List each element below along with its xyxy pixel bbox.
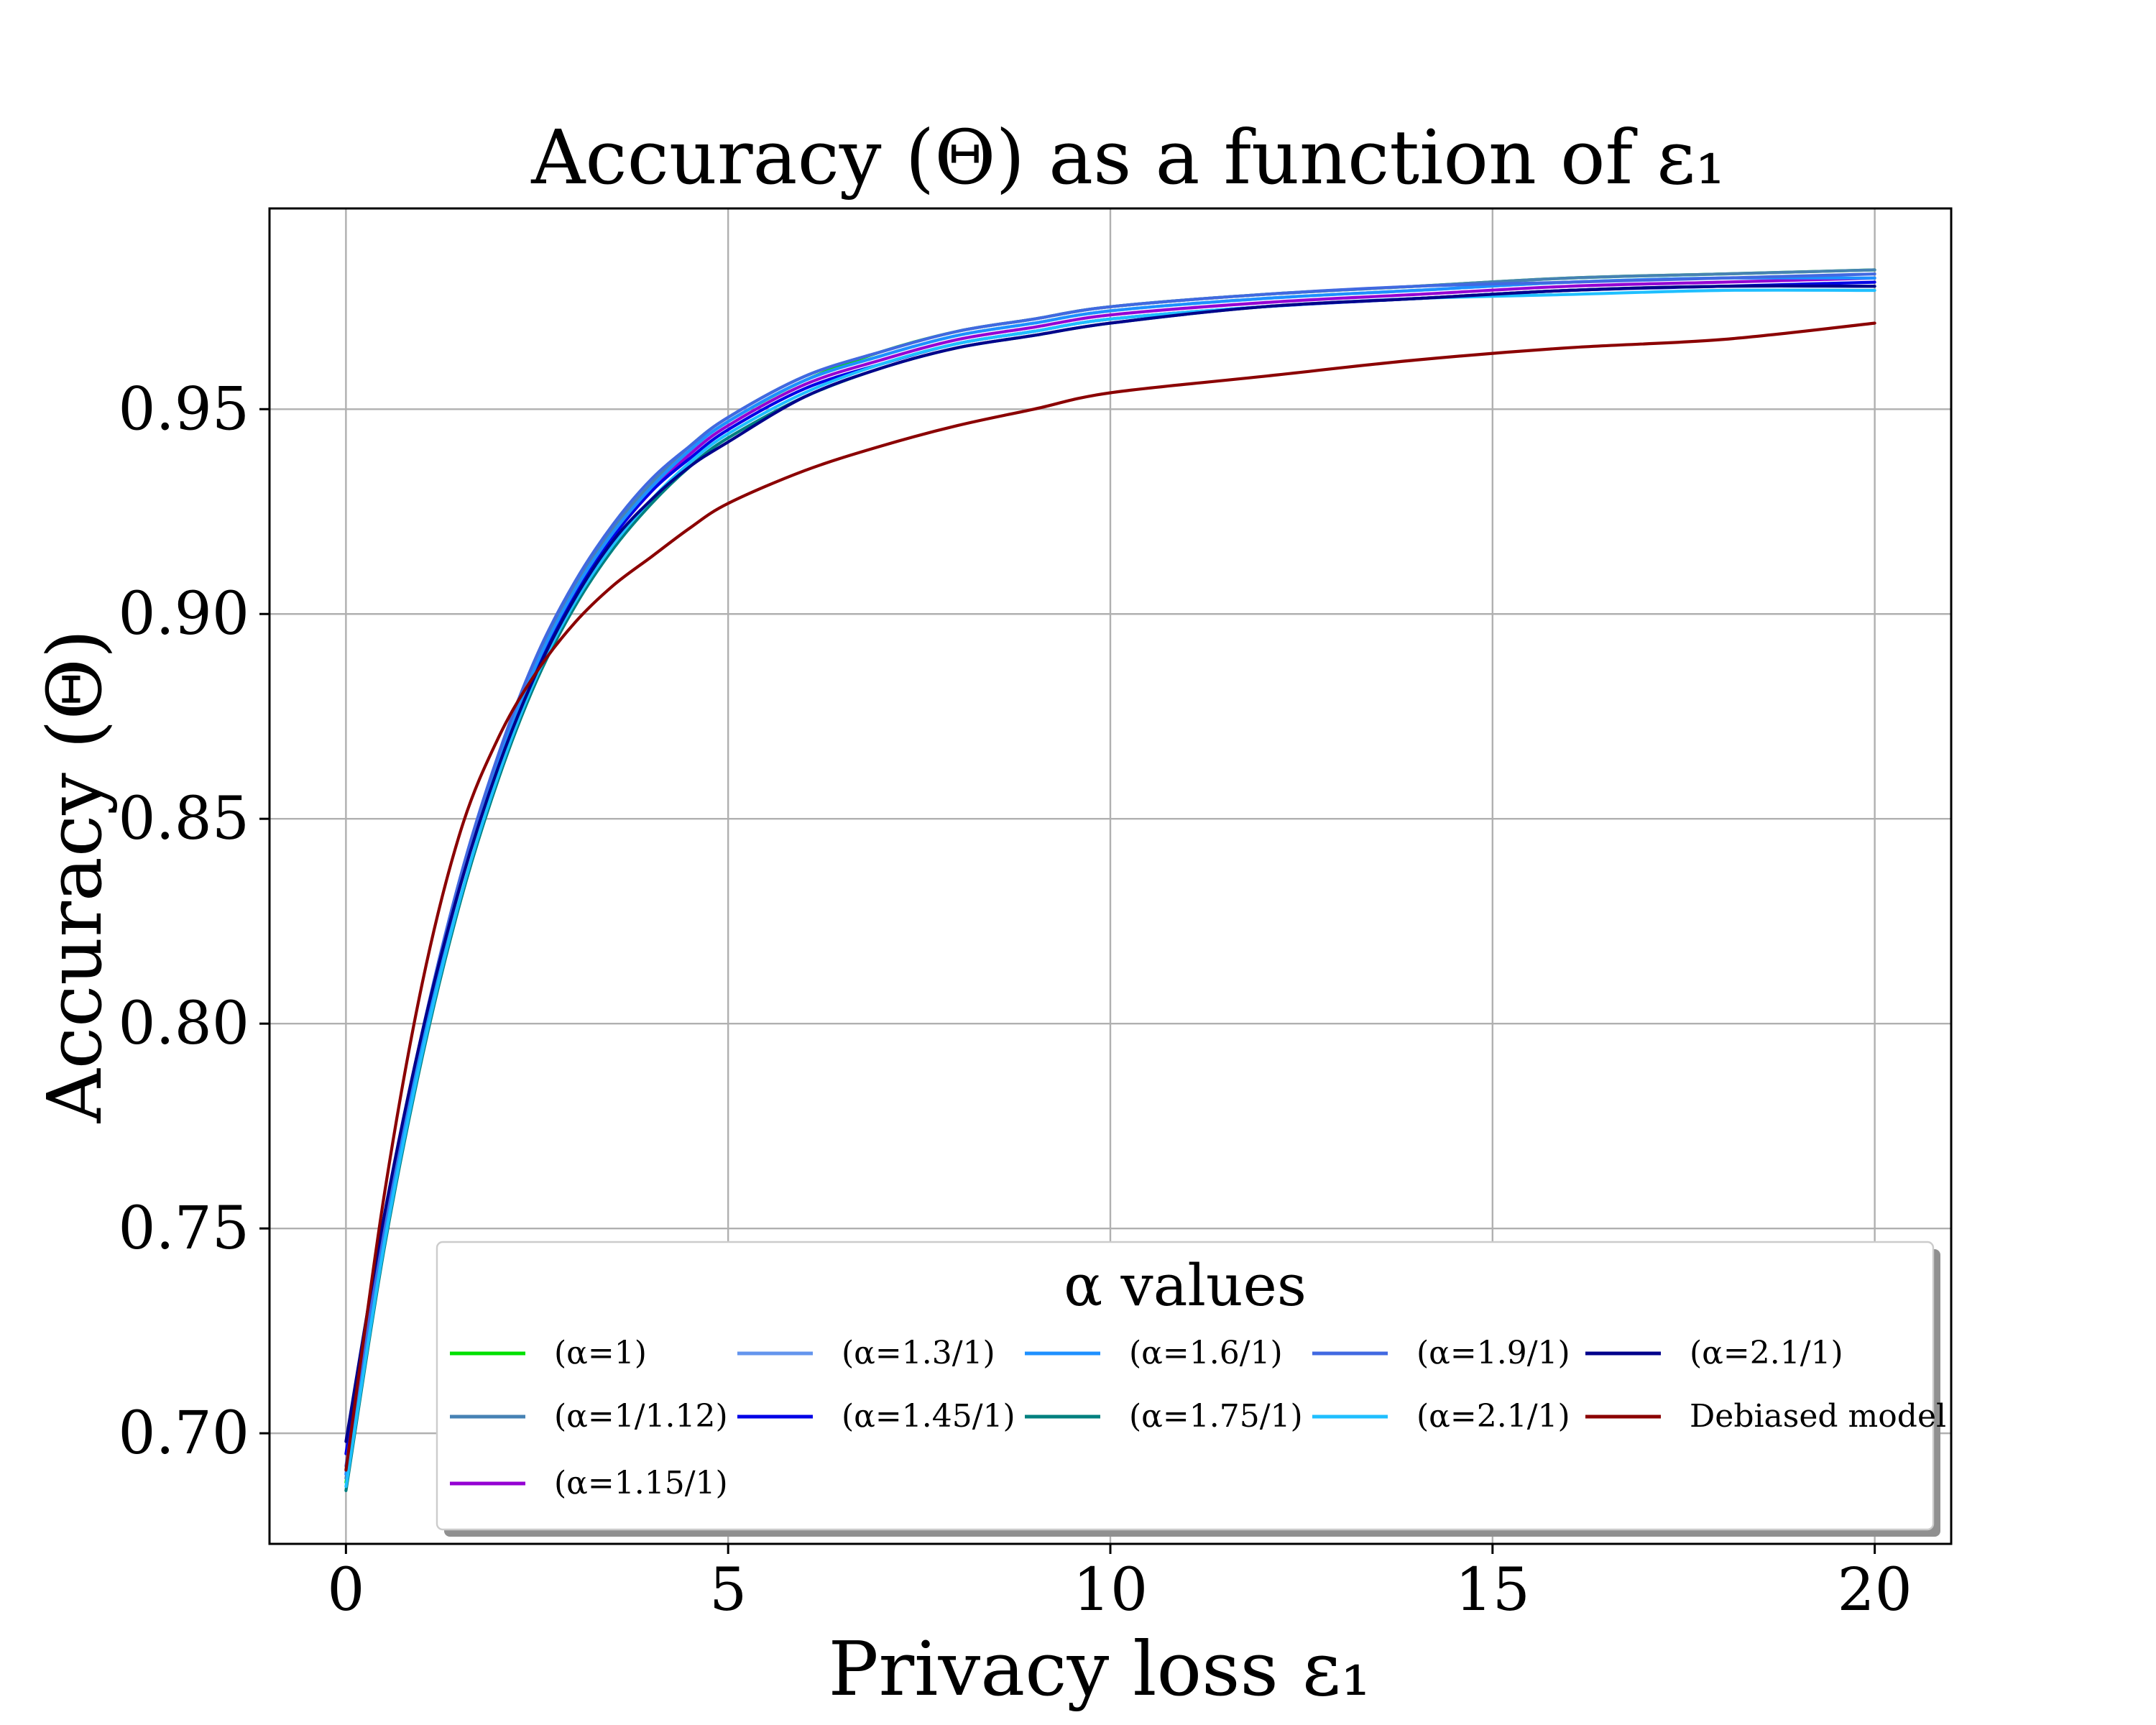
chart-title: Accuracy (Θ) as a function of ε₁	[530, 114, 1725, 201]
series-line-9	[344, 284, 1876, 1443]
y-axis-label: Accuracy (Θ)	[31, 630, 119, 1124]
legend-item: (α=2.1/1)	[1585, 1335, 1843, 1371]
legend-item: (α=1/1.12)	[450, 1398, 728, 1435]
y-tick-label: 0.80	[118, 990, 249, 1058]
legend-label: (α=1.15/1)	[554, 1465, 728, 1501]
x-tick-label: 15	[1455, 1556, 1530, 1624]
x-tick-label: 5	[709, 1556, 747, 1624]
legend-label: (α=1.45/1)	[842, 1398, 1015, 1435]
legend-title: α values	[1064, 1252, 1307, 1319]
legend-label: (α=1.6/1)	[1129, 1335, 1283, 1371]
legend-item: (α=1.9/1)	[1312, 1335, 1570, 1371]
plot-layer	[344, 268, 1876, 1492]
legend-label: Debiased model	[1690, 1398, 1946, 1435]
legend-item: (α=1)	[450, 1335, 647, 1371]
legend-label: (α=2.1/1)	[1416, 1398, 1570, 1435]
series-line-10	[344, 321, 1876, 1472]
legend-label: (α=2.1/1)	[1690, 1335, 1843, 1371]
x-tick-label: 0	[327, 1556, 364, 1624]
x-tick-label: 20	[1837, 1556, 1912, 1624]
legend-item: (α=1.75/1)	[1025, 1398, 1303, 1435]
legend-label: (α=1.9/1)	[1416, 1335, 1570, 1371]
y-tick-label: 0.75	[118, 1195, 249, 1263]
legend-item: (α=1.6/1)	[1025, 1335, 1283, 1371]
x-tick-label: 10	[1073, 1556, 1148, 1624]
y-tick-label: 0.70	[118, 1399, 249, 1468]
legend-label: (α=1/1.12)	[554, 1398, 728, 1435]
legend-item: Debiased model	[1585, 1398, 1946, 1435]
grid-layer	[270, 208, 1951, 1544]
legend-label: (α=1)	[554, 1335, 647, 1371]
legend-item: (α=1.15/1)	[450, 1465, 728, 1501]
legend-item: (α=1.45/1)	[737, 1398, 1015, 1435]
legend: α values (α=1) (α=1/1.12) (α=1.15/1) (α=1.3/…	[436, 1241, 1946, 1537]
ticks-layer: 0 5 10 15 20 0.70 0.75 0.80 0.85 0.90 0.95	[118, 375, 1912, 1624]
x-axis-label: Privacy loss ε₁	[828, 1625, 1370, 1713]
y-tick-label: 0.95	[118, 375, 249, 443]
legend-box	[436, 1241, 1935, 1531]
legend-item: (α=2.1/1)	[1312, 1398, 1570, 1435]
legend-label: (α=1.75/1)	[1129, 1398, 1303, 1435]
legend-item: (α=1.3/1)	[737, 1335, 995, 1371]
y-tick-label: 0.85	[118, 785, 249, 853]
legend-label: (α=1.3/1)	[842, 1335, 995, 1371]
y-tick-label: 0.90	[118, 580, 249, 648]
